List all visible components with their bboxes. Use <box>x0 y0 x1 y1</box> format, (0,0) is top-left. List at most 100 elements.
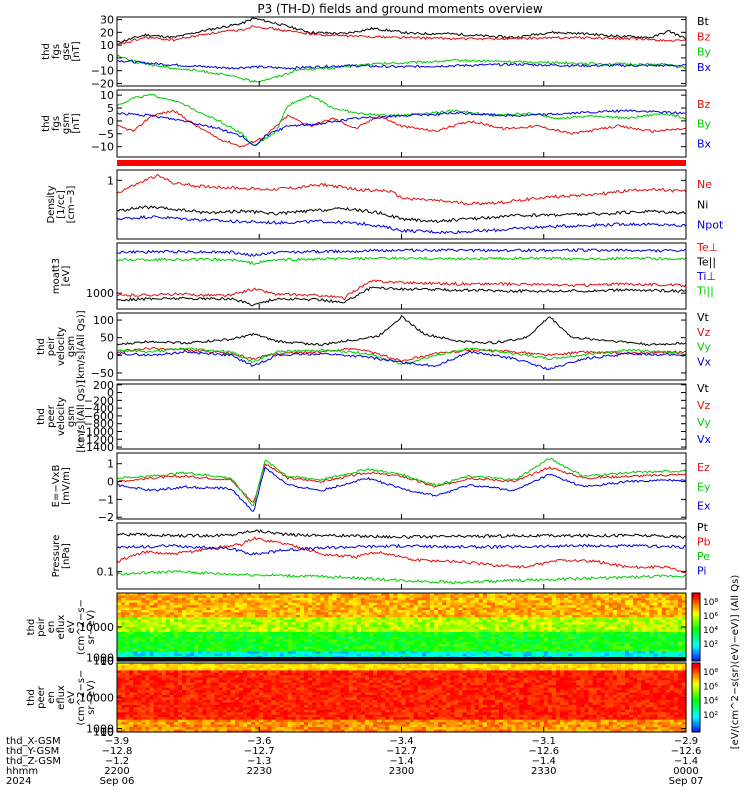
spectrogram-cell <box>238 614 244 618</box>
spectrogram-cell <box>385 614 390 618</box>
spectrogram-cell <box>287 675 293 679</box>
spectrogram-cell <box>507 597 512 601</box>
spectrogram-cell <box>673 614 679 618</box>
spectrogram-cell <box>259 612 264 616</box>
spectrogram-cell <box>458 624 464 628</box>
spectrogram-cell <box>551 607 557 611</box>
spectrogram-cell <box>316 667 321 671</box>
state-bar <box>117 160 686 166</box>
spectrogram-cell <box>295 646 301 650</box>
spectrogram-cell <box>169 619 175 623</box>
spectrogram-cell <box>169 672 175 676</box>
spectrogram-cell <box>657 612 663 616</box>
spectrogram-cell <box>218 619 224 623</box>
spectrogram-cell <box>490 636 496 640</box>
spectrogram-cell <box>312 672 317 676</box>
spectrogram-cell <box>620 627 626 631</box>
spectrogram-cell <box>417 605 423 609</box>
spectrogram-cell <box>267 634 273 638</box>
spectrogram-cell <box>576 617 581 621</box>
spectrogram-cell <box>637 651 642 655</box>
spectrogram-cell <box>137 636 142 640</box>
spectrogram-cell <box>486 595 492 599</box>
spectrogram-cell <box>612 648 618 652</box>
spectrogram-cell <box>202 617 208 621</box>
spectrogram-cell <box>173 631 179 635</box>
spectrogram-cell <box>373 610 378 614</box>
spectrogram-cell <box>405 675 411 679</box>
spectrogram-cell <box>600 665 606 669</box>
spectrogram-cell <box>283 612 289 616</box>
spectrogram-cell <box>470 629 476 633</box>
y-tick-label: 10 <box>100 89 114 102</box>
spectrogram-cell <box>255 663 260 667</box>
spectrogram-cell <box>405 614 411 618</box>
spectrogram-cell <box>328 651 334 655</box>
spectrogram-cell <box>551 670 557 674</box>
spectrogram-cell <box>263 639 268 643</box>
spectrogram-cell <box>425 670 431 674</box>
spectrogram-cell <box>474 602 480 606</box>
spectrogram-cell <box>234 607 240 611</box>
spectrogram-cell <box>409 595 415 599</box>
spectrogram-cell <box>141 614 147 618</box>
spectrogram-cell <box>401 627 407 631</box>
spectrogram-cell <box>596 622 602 626</box>
spectrogram-cell <box>531 610 537 614</box>
spectrogram-cell <box>137 627 142 631</box>
spectrogram-cell <box>218 610 224 614</box>
spectrogram-cell <box>312 663 317 667</box>
spectrogram-cell <box>547 627 553 631</box>
spectrogram-cell <box>198 617 203 621</box>
spectrogram-cell <box>421 672 427 676</box>
spectrogram-cell <box>121 634 126 638</box>
spectrogram-cell <box>503 675 508 679</box>
spectrogram-cell <box>612 631 618 635</box>
spectrogram-cell <box>629 624 634 628</box>
spectrogram-cell <box>153 667 159 671</box>
spectrogram-cell <box>198 636 203 640</box>
spectrogram-cell <box>173 619 179 623</box>
spectrogram-cell <box>182 653 187 657</box>
spectrogram-cell <box>446 614 451 618</box>
spectrogram-cell <box>299 675 305 679</box>
spectrogram-cell <box>117 665 122 669</box>
spectrogram-cell <box>255 607 260 611</box>
spectrogram-cell <box>226 675 232 679</box>
series-blue-line <box>116 466 687 512</box>
spectrogram-cell <box>584 593 590 597</box>
spectrogram-cell <box>214 670 220 674</box>
spectrogram-cell <box>121 619 126 623</box>
spectrogram-cell <box>665 602 671 606</box>
spectrogram-cell <box>503 610 508 614</box>
spectrogram-cell <box>462 665 468 669</box>
spectrogram-cell <box>620 629 626 633</box>
spectrogram-cell <box>279 672 285 676</box>
spectrogram-cell <box>157 651 163 655</box>
spectrogram-cell <box>222 631 228 635</box>
spectrogram-cell <box>373 634 378 638</box>
spectrogram-cell <box>462 672 468 676</box>
spectrogram-cell <box>230 639 236 643</box>
spectrogram-cell <box>523 644 529 648</box>
spectrogram-cell <box>592 644 598 648</box>
spectrogram-cell <box>523 595 529 599</box>
spectrogram-cell <box>206 605 212 609</box>
spectrogram-cell <box>454 627 459 631</box>
spectrogram-cell <box>397 595 403 599</box>
spectrogram-cell <box>198 641 203 645</box>
spectrogram-cell <box>251 624 256 628</box>
spectrogram-cell <box>206 646 212 650</box>
spectrogram-cell <box>572 602 577 606</box>
spectrogram-cell <box>157 610 163 614</box>
spectrogram-cell <box>397 651 403 655</box>
spectrogram-cell <box>409 602 415 606</box>
spectrogram-cell <box>596 605 602 609</box>
spectrogram-cell <box>275 665 281 669</box>
spectrogram-cell <box>295 627 301 631</box>
spectrogram-cell <box>336 663 342 667</box>
spectrogram-cell <box>564 639 569 643</box>
spectrogram-cell <box>649 629 655 633</box>
y-axis-label: en <box>46 621 57 634</box>
spectrogram-cell <box>454 595 459 599</box>
